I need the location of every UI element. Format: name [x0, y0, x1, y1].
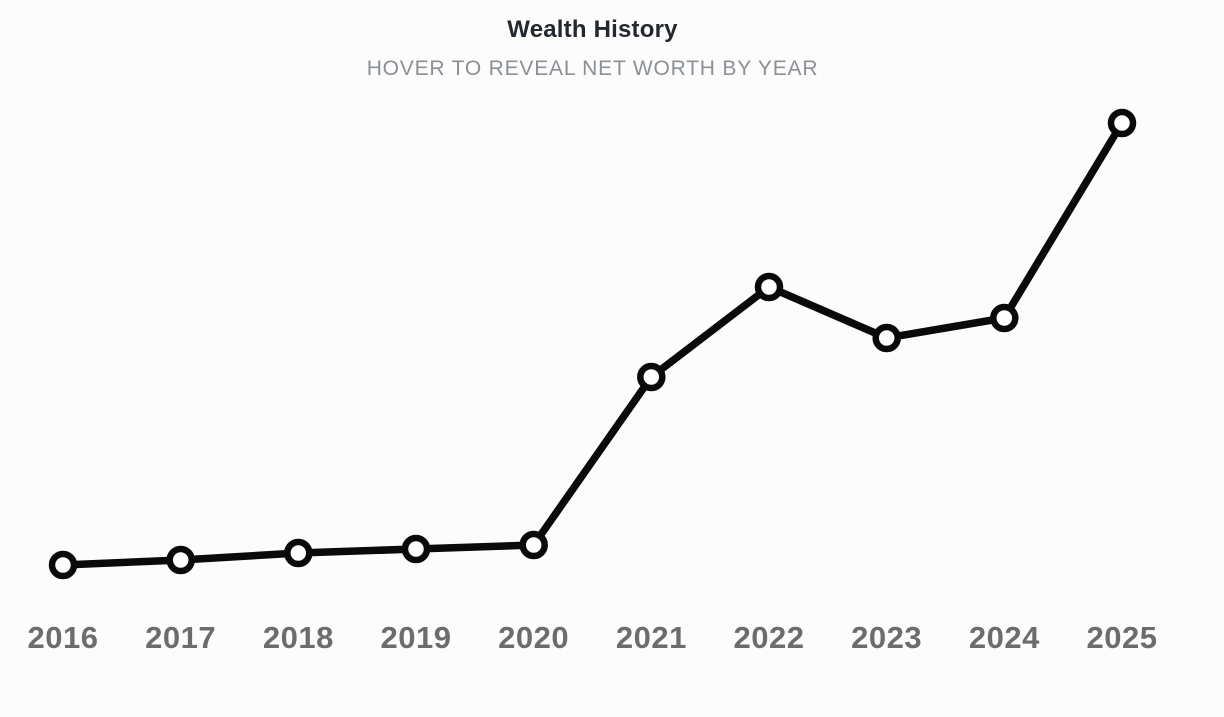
data-point-2016[interactable]	[48, 550, 78, 580]
data-point-2022[interactable]	[754, 272, 784, 302]
data-point-2018[interactable]	[284, 538, 313, 568]
net-worth-line	[59, 119, 1126, 569]
data-point-2017[interactable]	[166, 545, 195, 575]
data-point-2023[interactable]	[872, 323, 901, 353]
data-point-2025[interactable]	[1107, 108, 1137, 138]
data-point-2021[interactable]	[637, 362, 666, 392]
data-point-2020[interactable]	[519, 530, 548, 560]
data-point-2024[interactable]	[990, 303, 1019, 333]
data-point-2019[interactable]	[401, 534, 431, 564]
data-point-markers	[48, 108, 1137, 580]
